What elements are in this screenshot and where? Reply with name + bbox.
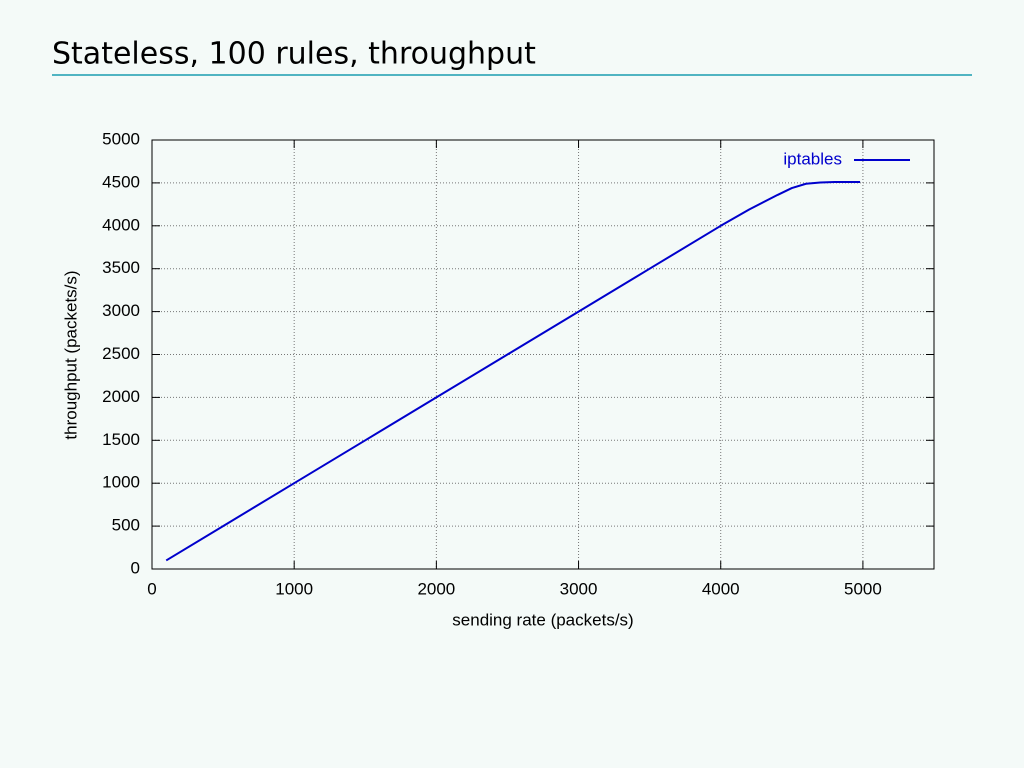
y-tick-label: 4500 xyxy=(102,172,140,191)
x-tick-label: 5000 xyxy=(844,579,882,598)
x-tick-label: 3000 xyxy=(560,579,598,598)
legend-label: iptables xyxy=(783,149,842,168)
x-tick-label: 4000 xyxy=(702,579,740,598)
x-tick-label: 1000 xyxy=(275,579,313,598)
y-tick-label: 1500 xyxy=(102,430,140,449)
y-tick-label: 2000 xyxy=(102,387,140,406)
x-axis-label: sending rate (packets/s) xyxy=(452,610,633,629)
y-tick-label: 500 xyxy=(112,516,140,535)
y-tick-label: 3500 xyxy=(102,258,140,277)
data-line xyxy=(165,181,861,562)
y-tick-label: 0 xyxy=(131,558,140,577)
plot-frame xyxy=(151,139,935,570)
x-tick-label: 0 xyxy=(147,579,156,598)
y-tick-label: 3000 xyxy=(102,301,140,320)
y-tick-label: 2500 xyxy=(102,344,140,363)
y-tick-label: 4000 xyxy=(102,215,140,234)
y-axis-label: throughput (packets/s) xyxy=(61,270,80,439)
y-tick-label: 1000 xyxy=(102,473,140,492)
y-tick-label: 5000 xyxy=(102,129,140,148)
x-tick-label: 2000 xyxy=(417,579,455,598)
slide-title: Stateless, 100 rules, throughput xyxy=(52,37,536,72)
